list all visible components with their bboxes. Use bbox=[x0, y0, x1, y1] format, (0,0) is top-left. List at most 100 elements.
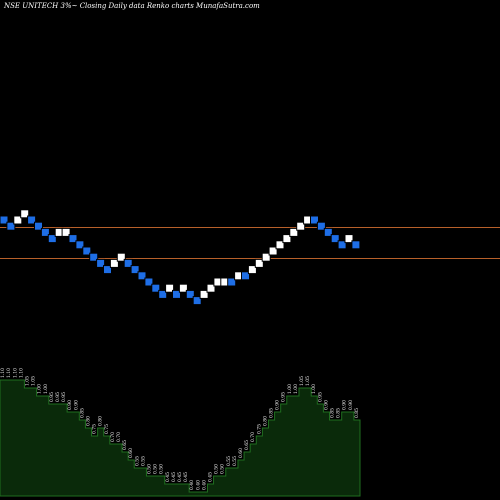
lower-panel-label: 1.10 bbox=[6, 368, 12, 378]
lower-panel-label: 0.45 bbox=[171, 472, 177, 482]
renko-brick bbox=[103, 265, 112, 275]
renko-brick bbox=[275, 240, 285, 250]
renko-brick bbox=[241, 271, 250, 281]
renko-brick bbox=[178, 283, 188, 293]
renko-brick bbox=[310, 215, 319, 225]
renko-brick bbox=[96, 258, 106, 268]
lower-panel-label: 0.70 bbox=[250, 432, 256, 442]
renko-brick bbox=[268, 246, 278, 256]
renko-brick bbox=[20, 209, 30, 219]
lower-panel-label: 0.80 bbox=[98, 416, 104, 426]
renko-brick bbox=[192, 296, 202, 306]
renko-brick bbox=[68, 234, 78, 244]
chart-title: NSE UNITECH 3%~ Closing Daily data Renko… bbox=[4, 2, 260, 10]
renko-brick bbox=[247, 265, 257, 275]
renko-brick bbox=[47, 234, 57, 244]
renko-brick bbox=[316, 221, 326, 231]
renko-brick bbox=[61, 227, 71, 237]
renko-brick bbox=[144, 277, 154, 287]
renko-brick bbox=[27, 215, 37, 225]
renko-brick bbox=[40, 227, 50, 237]
lower-panel-label: 1.05 bbox=[24, 376, 30, 386]
renko-brick bbox=[323, 227, 333, 237]
lower-panel-label: 0.50 bbox=[153, 464, 159, 474]
lower-panel-label: 0.60 bbox=[238, 448, 244, 458]
lower-panel-label: 1.00 bbox=[293, 384, 299, 394]
renko-brick bbox=[261, 252, 271, 262]
renko-brick bbox=[330, 234, 340, 244]
renko-brick bbox=[199, 289, 209, 299]
renko-brick bbox=[82, 246, 92, 256]
lower-panel-label: 0.85 bbox=[354, 408, 360, 418]
renko-brick bbox=[123, 258, 133, 268]
renko-brick bbox=[289, 227, 299, 237]
lower-panel-label: 0.75 bbox=[92, 424, 98, 434]
renko-brick bbox=[34, 221, 43, 231]
renko-brick bbox=[109, 258, 119, 268]
lower-panel-label: 1.05 bbox=[31, 376, 37, 386]
renko-brick bbox=[151, 283, 161, 293]
lower-panel-label: 0.45 bbox=[208, 472, 214, 482]
lower-panel-label: 1.00 bbox=[37, 384, 43, 394]
lower-panel-label: 0.50 bbox=[146, 464, 152, 474]
renko-brick bbox=[165, 283, 175, 293]
renko-brick bbox=[227, 277, 237, 287]
lower-panel-area bbox=[0, 379, 361, 497]
renko-brick bbox=[351, 240, 361, 250]
lower-panel-label: 0.65 bbox=[244, 440, 250, 450]
renko-brick bbox=[158, 289, 168, 299]
lower-panel-label: 0.90 bbox=[73, 400, 79, 410]
lower-panel-label: 0.70 bbox=[110, 432, 116, 442]
lower-panel-label: 0.55 bbox=[226, 456, 232, 466]
lower-panel-label: 0.65 bbox=[122, 440, 128, 450]
lower-panel-label: 1.00 bbox=[311, 384, 317, 394]
renko-brick bbox=[185, 289, 195, 299]
lower-panel-label: 0.75 bbox=[104, 424, 110, 434]
lower-panel-label: 0.45 bbox=[165, 472, 171, 482]
lower-panel-label: 0.95 bbox=[49, 392, 55, 402]
lower-panel-label: 0.90 bbox=[323, 400, 329, 410]
lower-panel-label: 0.95 bbox=[61, 392, 67, 402]
renko-brick bbox=[13, 215, 23, 225]
lower-panel-label: 0.50 bbox=[214, 464, 220, 474]
lower-panel-label: 0.90 bbox=[67, 400, 73, 410]
renko-brick bbox=[130, 265, 140, 275]
lower-panel-label: 1.05 bbox=[305, 376, 311, 386]
lower-panel-label: 0.85 bbox=[269, 408, 275, 418]
lower-panel-label: 1.00 bbox=[43, 384, 49, 394]
lower-panel-label: 0.95 bbox=[55, 392, 61, 402]
renko-brick bbox=[89, 252, 99, 262]
lower-panel-label: 1.10 bbox=[0, 368, 6, 378]
renko-brick bbox=[206, 283, 216, 293]
lower-panel-label: 0.60 bbox=[128, 448, 134, 458]
lower-panel-label: 0.40 bbox=[201, 480, 207, 490]
lower-panel-label: 0.55 bbox=[134, 456, 140, 466]
lower-panel-label: 0.90 bbox=[342, 400, 348, 410]
renko-brick bbox=[282, 234, 292, 244]
renko-brick bbox=[172, 289, 181, 299]
lower-panel-label: 0.50 bbox=[220, 464, 226, 474]
lower-panel-label: 0.75 bbox=[256, 424, 262, 434]
lower-panel-label: 1.00 bbox=[287, 384, 293, 394]
lower-panel-label: 0.85 bbox=[330, 408, 336, 418]
lower-panel-label: 0.45 bbox=[177, 472, 183, 482]
renko-brick bbox=[6, 221, 16, 231]
renko-brick bbox=[344, 234, 354, 244]
lower-panel-label: 0.90 bbox=[348, 400, 354, 410]
renko-brick bbox=[75, 240, 85, 250]
renko-brick bbox=[116, 252, 126, 262]
renko-brick bbox=[337, 240, 347, 250]
lower-panel-label: 1.10 bbox=[18, 368, 24, 378]
lower-panel-label: 0.80 bbox=[85, 416, 91, 426]
lower-panel-label: 0.55 bbox=[140, 456, 146, 466]
lower-panel-label: 0.95 bbox=[317, 392, 323, 402]
lower-panel-label: 0.40 bbox=[189, 480, 195, 490]
renko-brick bbox=[0, 215, 9, 225]
lower-panel-label: 0.85 bbox=[336, 408, 342, 418]
lower-panel-label: 0.50 bbox=[159, 464, 165, 474]
lower-panel-label: 0.40 bbox=[195, 480, 201, 490]
renko-brick bbox=[296, 221, 306, 231]
lower-panel-label: 1.10 bbox=[12, 368, 18, 378]
lower-panel-label: 0.95 bbox=[281, 392, 287, 402]
